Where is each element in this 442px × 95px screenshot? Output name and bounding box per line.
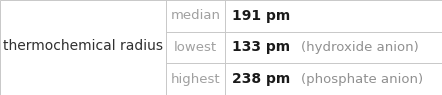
Text: 133 pm: 133 pm (232, 40, 290, 55)
Text: (phosphate anion): (phosphate anion) (301, 73, 423, 86)
Text: lowest: lowest (174, 41, 217, 54)
Text: thermochemical radius: thermochemical radius (3, 39, 163, 53)
Text: 191 pm: 191 pm (232, 9, 290, 23)
Text: median: median (171, 9, 221, 22)
Text: highest: highest (171, 73, 221, 86)
Text: 238 pm: 238 pm (232, 72, 290, 86)
Text: (hydroxide anion): (hydroxide anion) (301, 41, 418, 54)
